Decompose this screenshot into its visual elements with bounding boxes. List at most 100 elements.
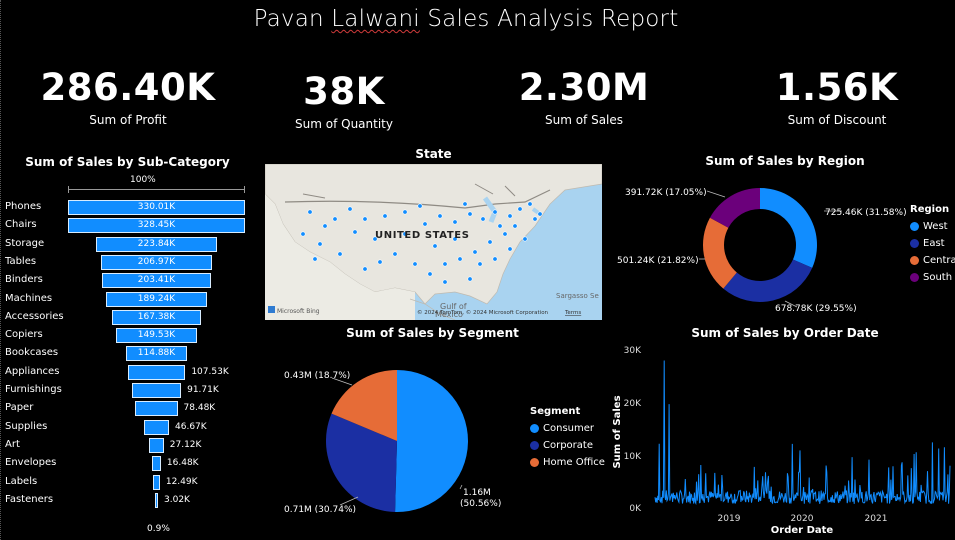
map-state-dot[interactable]	[362, 216, 368, 222]
map-state-dot[interactable]	[480, 216, 486, 222]
map-state-dot[interactable]	[377, 259, 383, 265]
kpi-profit[interactable]: 286.40K Sum of Profit	[38, 66, 218, 127]
funnel-category-label: Appliances	[5, 365, 60, 377]
map-state-dot[interactable]	[392, 251, 398, 257]
funnel-chart[interactable]: Sum of Sales by Sub-Category 100% Phones…	[0, 150, 255, 540]
legend-item-home-office[interactable]: Home Office	[530, 457, 605, 468]
map-state-dot[interactable]	[467, 276, 473, 282]
legend-dot-icon	[530, 458, 539, 467]
map-state-dot[interactable]	[517, 206, 523, 212]
funnel-bar[interactable]	[111, 309, 202, 325]
donut-slice-central[interactable]	[703, 217, 737, 289]
funnel-bar[interactable]	[153, 474, 160, 490]
map-state-dot[interactable]	[332, 216, 338, 222]
map-state-dot[interactable]	[402, 209, 408, 215]
kpi-discount[interactable]: 1.56K Sum of Discount	[747, 66, 927, 127]
funnel-value-label: 3.02K	[164, 494, 190, 505]
map-state-dot[interactable]	[337, 251, 343, 257]
order-date-line-chart[interactable]: 30K 20K 10K 0K Sum of Sales 2019 2020 20…	[605, 340, 955, 540]
legend-item-consumer[interactable]: Consumer	[530, 423, 605, 434]
map-state-dot[interactable]	[532, 216, 538, 222]
map-state-dot[interactable]	[507, 246, 513, 252]
map-state-dot[interactable]	[422, 221, 428, 227]
map-state-dot[interactable]	[472, 249, 478, 255]
data-label-south: 391.72K (17.05%)	[625, 188, 707, 198]
map-terms-link[interactable]: Terms	[564, 310, 581, 316]
map-state-dot[interactable]	[437, 213, 443, 219]
funnel-value-label: 328.45K	[137, 220, 176, 231]
donut-slice-south[interactable]	[709, 188, 760, 228]
map-state-dot[interactable]	[352, 229, 358, 235]
region-donut-chart[interactable]: 725.46K (31.58%) 678.78K (29.55%) 501.24…	[605, 175, 955, 320]
funnel-value-label: 107.53K	[191, 366, 229, 377]
legend-item-west[interactable]: West	[910, 221, 955, 232]
map-state-dot[interactable]	[452, 219, 458, 225]
us-map[interactable]: UNITED STATES Gulf of Mexico Sargasso Se…	[265, 164, 602, 320]
map-state-dot[interactable]	[537, 211, 543, 217]
map-state-dot[interactable]	[427, 271, 433, 277]
legend-item-south[interactable]: South	[910, 272, 955, 283]
map-state-dot[interactable]	[457, 256, 463, 262]
pie-slice-home-office[interactable]	[331, 370, 397, 441]
map-state-dot[interactable]	[382, 213, 388, 219]
pie-slice-consumer[interactable]	[395, 370, 468, 512]
map-state-dot[interactable]	[512, 223, 518, 229]
donut-slice-east[interactable]	[723, 259, 813, 302]
legend-dot-icon	[910, 239, 919, 248]
funnel-bar[interactable]	[101, 273, 212, 289]
legend-item-east[interactable]: East	[910, 238, 955, 249]
map-state-dot[interactable]	[312, 256, 318, 262]
map-state-dot[interactable]	[507, 213, 513, 219]
funnel-bar[interactable]	[131, 383, 182, 398]
funnel-bar[interactable]	[155, 492, 158, 508]
x-tick-label: 2020	[791, 514, 814, 524]
funnel-bar[interactable]	[68, 200, 245, 215]
funnel-bar[interactable]	[116, 328, 197, 344]
funnel-bar[interactable]	[68, 218, 245, 234]
map-state-dot[interactable]	[477, 261, 483, 267]
funnel-bar[interactable]	[143, 419, 169, 435]
map-state-dot[interactable]	[462, 201, 468, 207]
map-state-dot[interactable]	[497, 223, 503, 229]
y-tick-label: 30K	[624, 346, 642, 356]
map-state-dot[interactable]	[527, 201, 533, 207]
donut-slice-west[interactable]	[760, 188, 817, 268]
map-state-dot[interactable]	[502, 231, 508, 237]
map-state-dot[interactable]	[402, 231, 408, 237]
map-state-dot[interactable]	[412, 261, 418, 267]
map-state-dot[interactable]	[492, 209, 498, 215]
funnel-bar[interactable]	[135, 401, 178, 417]
segment-pie-chart[interactable]: 0.43M (18.7%) 0.71M (30.74%) 1.16M (50.5…	[270, 345, 520, 535]
map-state-dot[interactable]	[362, 266, 368, 272]
legend-item-central[interactable]: Central	[910, 255, 955, 266]
funnel-bar[interactable]	[149, 437, 164, 453]
map-state-dot[interactable]	[317, 241, 323, 247]
map-state-dot[interactable]	[300, 231, 306, 237]
map-state-dot[interactable]	[372, 236, 378, 242]
funnel-bar[interactable]	[125, 346, 188, 362]
map-state-dot[interactable]	[467, 211, 473, 217]
map-state-dot[interactable]	[522, 236, 528, 242]
funnel-bar[interactable]	[96, 236, 217, 252]
map-state-dot[interactable]	[432, 243, 438, 249]
funnel-bar[interactable]	[100, 254, 212, 270]
map-state-dot[interactable]	[347, 206, 353, 212]
data-label-corporate: 0.71M (30.74%)	[284, 505, 356, 515]
kpi-sales[interactable]: 2.30M Sum of Sales	[494, 66, 674, 127]
map-state-dot[interactable]	[322, 223, 328, 229]
map-state-dot[interactable]	[442, 279, 448, 285]
kpi-quantity[interactable]: 38K Sum of Quantity	[254, 70, 434, 131]
funnel-bar[interactable]	[152, 456, 161, 472]
map-state-dot[interactable]	[417, 203, 423, 209]
map-state-dot[interactable]	[452, 236, 458, 242]
legend-dot-icon	[910, 273, 919, 282]
map-state-dot[interactable]	[442, 261, 448, 267]
leader-line	[459, 484, 463, 490]
map-state-dot[interactable]	[307, 209, 313, 215]
funnel-bar[interactable]	[105, 291, 208, 307]
map-state-dot[interactable]	[487, 239, 493, 245]
funnel-bar[interactable]	[127, 364, 186, 380]
map-state-dot[interactable]	[492, 256, 498, 262]
legend-item-corporate[interactable]: Corporate	[530, 440, 605, 451]
pie-slice-corporate[interactable]	[326, 413, 397, 512]
